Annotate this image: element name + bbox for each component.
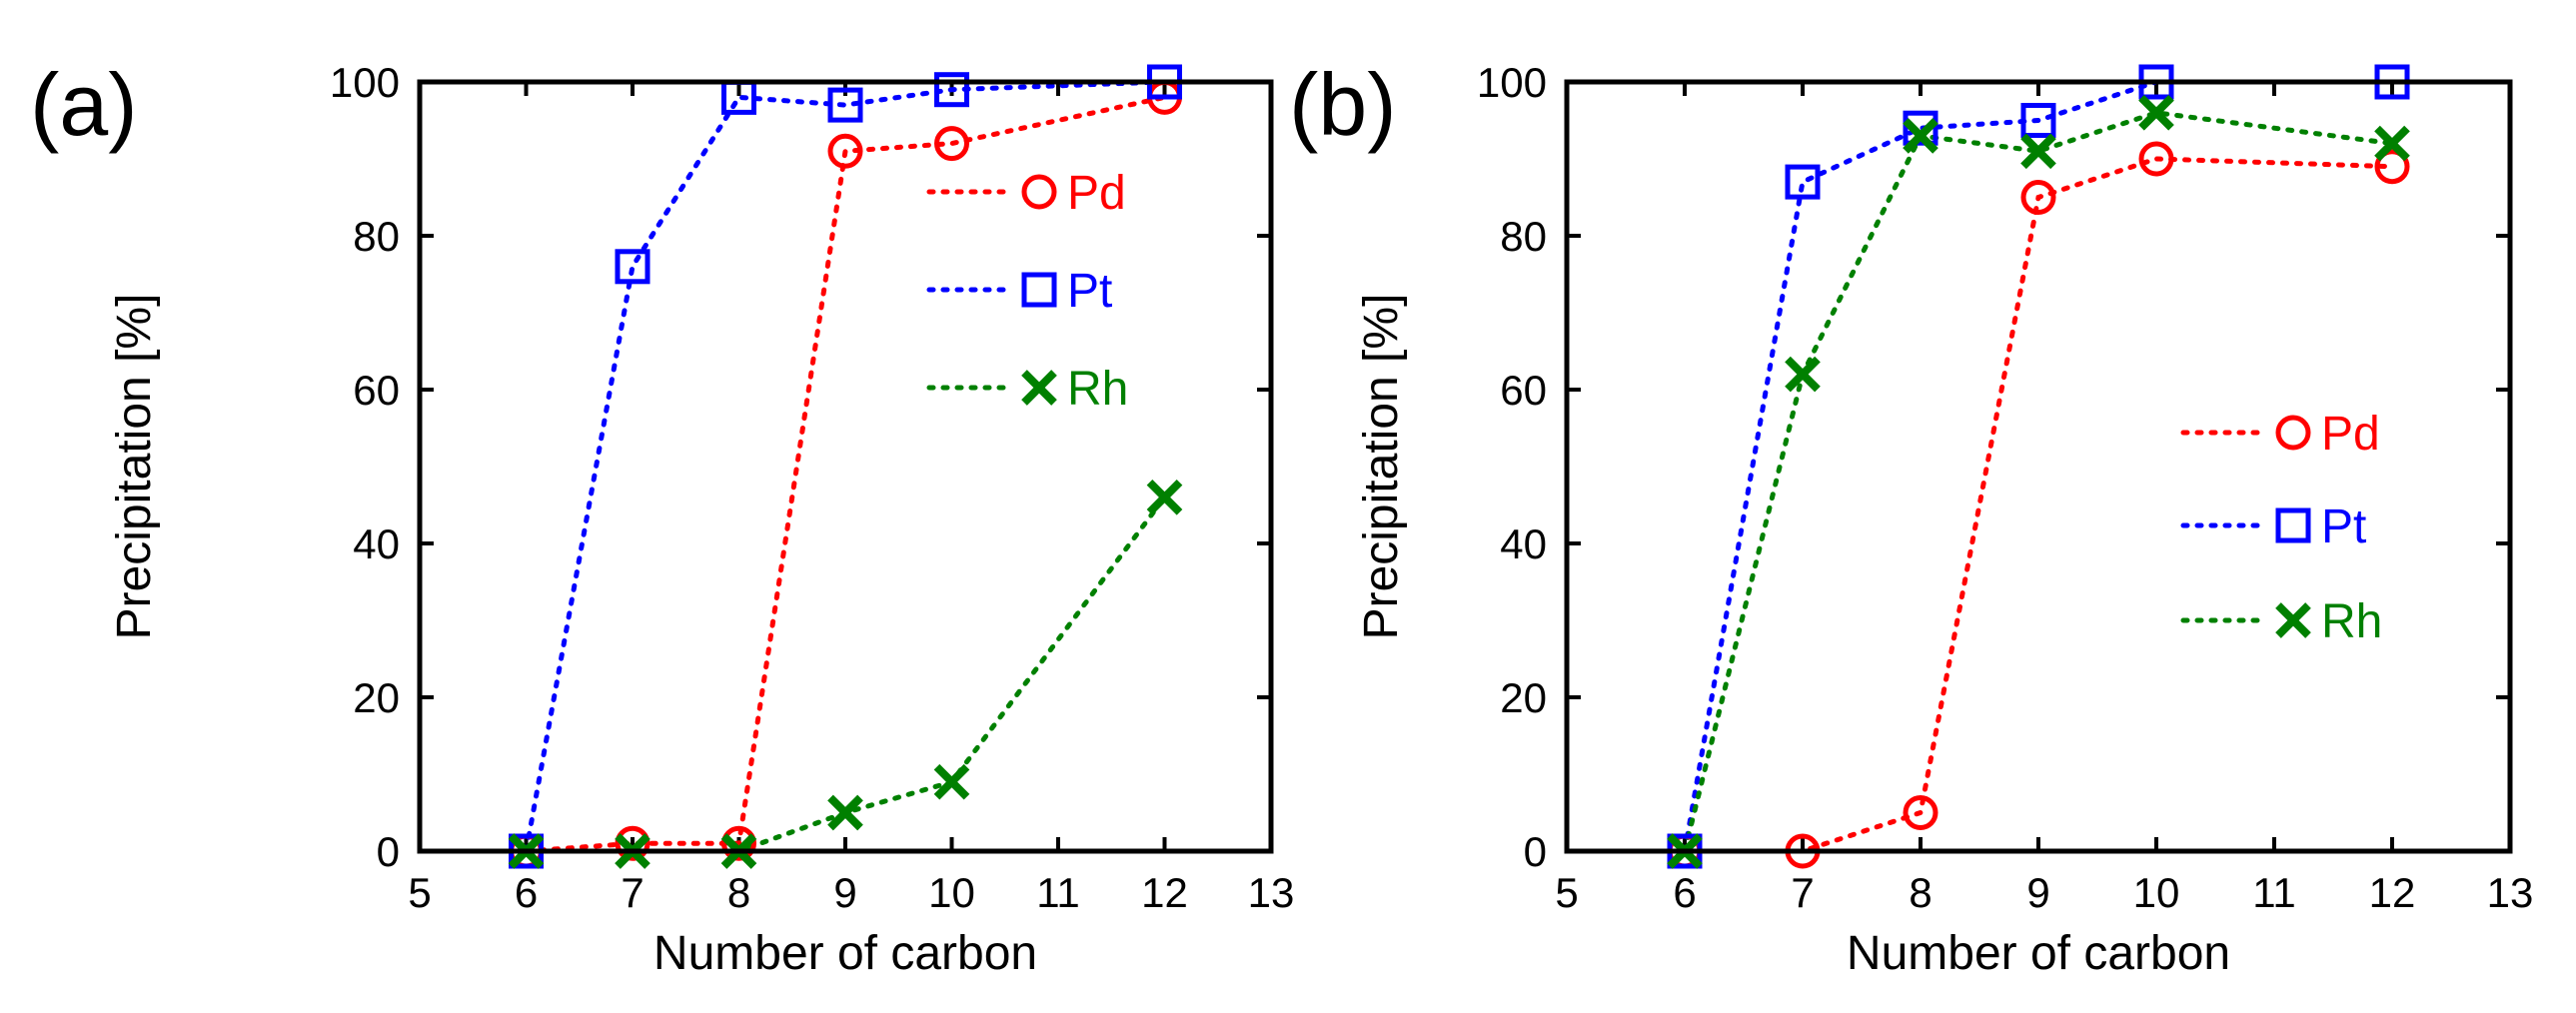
y-tick-label: 20 [353,674,400,721]
x-tick-label: 13 [2487,869,2534,916]
data-point-pd [2374,149,2410,185]
data-point-pd [827,133,863,169]
series-line-pd [1682,156,2395,854]
x-tick-label: 7 [1791,869,1814,916]
legend-marker-pt [2275,507,2311,543]
data-point-pd [721,825,756,861]
data-point-pt [615,249,650,285]
data-point-rh [2374,125,2410,162]
plot-frame [1564,79,2513,854]
x-tick-label: 12 [2369,869,2416,916]
data-point-rh [1903,118,1938,154]
legend-label-pt: Pt [1067,265,1112,318]
data-point-pt [1785,164,1821,200]
legend-label-pd: Pd [1067,167,1126,220]
panel-label: (a) [30,55,138,154]
panel-label: (b) [1289,55,1397,154]
legend-marker-pt [1021,272,1057,308]
x-axis-label: Number of carbon [1847,927,2230,980]
x-tick-label: 11 [2252,869,2296,916]
x-tick-label: 9 [2026,869,2049,916]
x-tick-label: 13 [1248,869,1295,916]
legend-marker-rh [2275,602,2311,638]
y-axis-label: Precipitation [%] [1355,294,1408,640]
y-tick-label: 0 [1524,828,1547,875]
y-tick-label: 100 [330,59,400,106]
data-point-pt [2020,103,2056,138]
data-point-rh [827,794,863,831]
data-point-rh [1785,356,1821,393]
y-tick-label: 80 [1500,213,1547,260]
y-tick-label: 0 [377,828,400,875]
data-point-rh [1146,479,1183,515]
data-point-pd [2020,180,2056,215]
data-point-rh [2020,133,2056,170]
data-point-pd [934,126,969,162]
x-tick-label: 10 [2133,869,2180,916]
x-tick-label: 5 [408,869,431,916]
series-line-pd [524,94,1167,854]
x-tick-label: 9 [833,869,856,916]
legend-entry-pd: Pd [2180,408,2380,461]
data-point-pt [1903,110,1938,146]
legend-entry-pt: Pt [926,265,1112,318]
legend-entry-pd: Pd [926,167,1126,220]
data-point-pd [1903,795,1938,830]
data-point-pt [827,87,863,123]
legend-marker-pd [1021,174,1057,210]
legend-marker-rh [1021,370,1057,406]
legend-marker-pd [2275,415,2311,451]
x-tick-label: 8 [1909,869,1932,916]
y-tick-label: 20 [1500,674,1547,721]
x-tick-label: 10 [928,869,975,916]
data-point-pd [615,825,650,861]
series-line-rh [1682,110,2395,854]
y-tick-label: 60 [353,367,400,414]
chart-panel-0: (a) 5 6 7 8 9 10 11 12 13 0 20 40 60 80 100 Number of ca… [30,55,1294,980]
legend-entry-pt: Pt [2180,501,2366,553]
x-tick-label: 6 [515,869,538,916]
plot-frame [417,79,1274,854]
y-tick-label: 40 [353,520,400,567]
y-tick-label: 40 [1500,520,1547,567]
x-tick-label: 8 [727,869,750,916]
series-line-pt [524,79,1167,854]
data-point-pt [934,72,969,108]
legend-label-pt: Pt [2321,501,2366,553]
chart-panel-1: (b) 5 6 7 8 9 10 11 12 13 0 20 40 60 80 100 Number of ca… [1289,55,2533,980]
data-point-rh [2138,94,2174,131]
y-tick-label: 60 [1500,367,1547,414]
x-tick-label: 7 [621,869,644,916]
x-tick-label: 12 [1141,869,1188,916]
x-tick-label: 11 [1036,869,1080,916]
y-tick-label: 100 [1477,59,1547,106]
x-tick-label: 6 [1673,869,1696,916]
x-tick-label: 5 [1555,869,1578,916]
legend-label-rh: Rh [2321,595,2382,648]
series-line-rh [524,495,1167,854]
y-tick-label: 80 [353,213,400,260]
data-point-rh [933,763,970,800]
y-axis-label: Precipitation [%] [108,294,161,640]
data-point-pd [2138,141,2174,177]
legend-entry-rh: Rh [2180,595,2382,648]
legend-label-pd: Pd [2321,408,2380,461]
x-axis-label: Number of carbon [653,927,1037,980]
legend-entry-rh: Rh [926,363,1128,416]
legend-label-rh: Rh [1067,363,1128,416]
